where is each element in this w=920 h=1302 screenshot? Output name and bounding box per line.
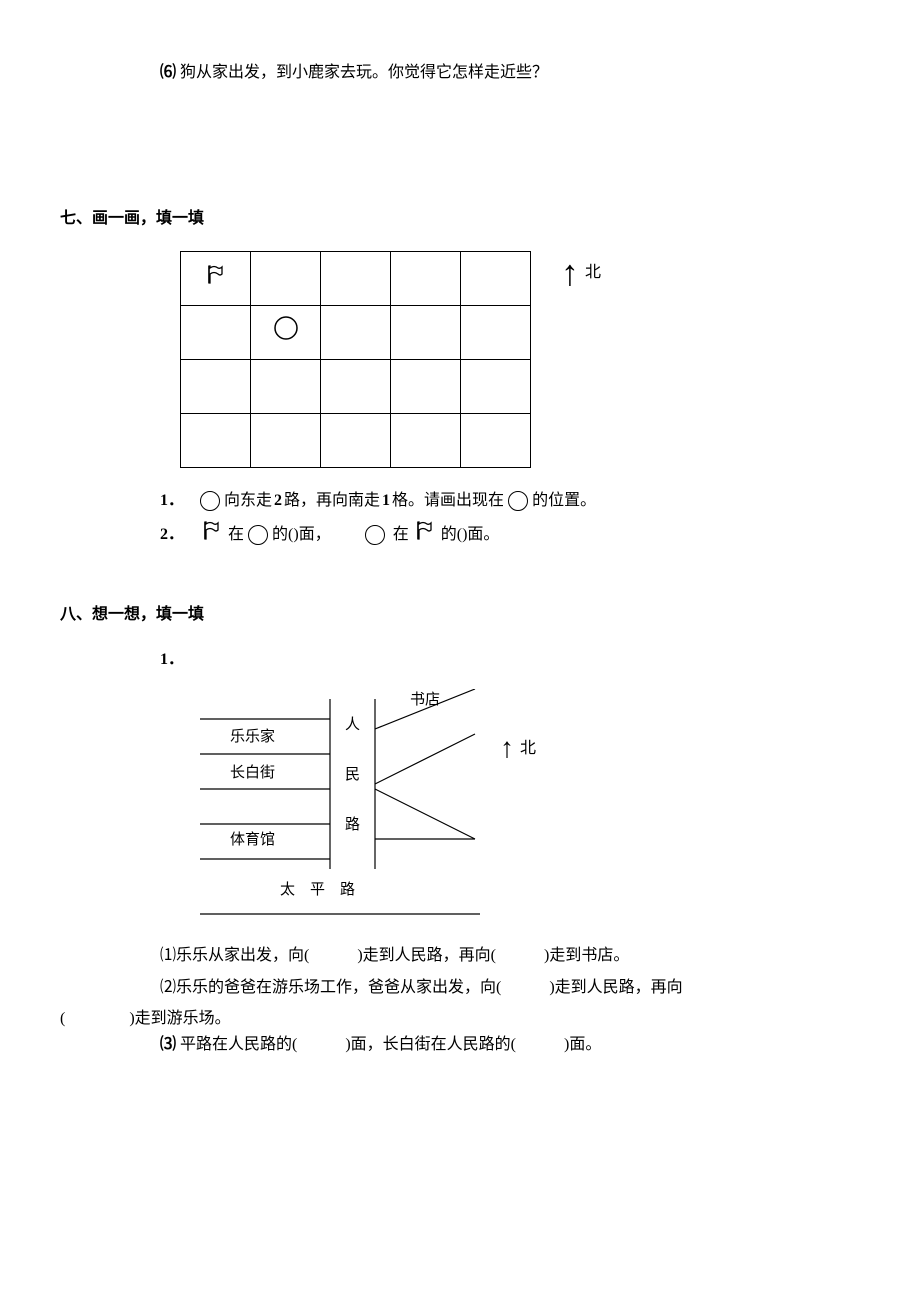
grid-cell — [181, 306, 251, 360]
section-7-heading: 七、画一画，填一填 — [60, 206, 860, 232]
q7-2-seg: 的( — [272, 522, 293, 548]
q8-p3: ⑶ 平路在人民路的( )面，长白街在人民路的( )面。 — [160, 1032, 860, 1058]
q7-2-num: 2． — [160, 522, 184, 548]
grid-cell — [181, 360, 251, 414]
circle-icon — [273, 315, 299, 341]
q7-1-seg: 向东走 — [224, 488, 272, 514]
section-8: 八、想一想，填一填 1． 乐乐家 长白街 体育馆 人 民 — [60, 602, 860, 1058]
grid-cell — [391, 414, 461, 468]
grid-cell — [461, 360, 531, 414]
north-indicator: ↑ 北 — [561, 255, 601, 291]
q8-p2b: ( )走到游乐场。 — [60, 1006, 860, 1032]
map-label-changbai: 长白街 — [230, 764, 275, 781]
grid-cell — [321, 360, 391, 414]
grid-wrapper: ↑ 北 — [180, 251, 860, 468]
q7-1-seg: 的位置。 — [532, 488, 596, 514]
q7-2-seg: )面。 — [462, 522, 499, 548]
q7-1-seg: 路，再向南走 — [284, 488, 380, 514]
q8-questions: ⑴乐乐从家出发，向( )走到人民路，再向( )走到书店。 ⑵乐乐的爸爸在游乐场工… — [160, 943, 860, 1000]
grid-table — [180, 251, 531, 468]
map-label-tiyuguan: 体育馆 — [230, 831, 275, 848]
circle-icon — [508, 491, 528, 511]
q7-item-1: 1． 向东走 2 路，再向南走 1 格。请画出现在 的位置。 — [160, 488, 860, 514]
circle-icon — [365, 525, 385, 545]
north-label: 北 — [585, 260, 601, 286]
q8-p1: ⑴乐乐从家出发，向( )走到人民路，再向( )走到书店。 — [160, 943, 860, 969]
q7-1-num: 1． — [160, 488, 184, 514]
map-wrapper: 乐乐家 长白街 体育馆 人 民 路 书店 太 平 路 ↑ 北 — [180, 689, 860, 919]
map-north-indicator: ↑ 北 — [500, 735, 536, 763]
grid-cell — [461, 414, 531, 468]
map-label-lele: 乐乐家 — [230, 728, 275, 745]
grid-cell — [321, 252, 391, 306]
grid-cell — [251, 414, 321, 468]
map-label-min: 民 — [345, 767, 360, 783]
section-8-heading: 八、想一想，填一填 — [60, 602, 860, 628]
arrow-up-icon: ↑ — [561, 255, 579, 291]
grid-cell — [251, 360, 321, 414]
flag-icon — [204, 262, 228, 286]
grid-cell — [321, 306, 391, 360]
q7-2-seg: 的( — [441, 522, 462, 548]
circle-icon — [248, 525, 268, 545]
q7-list: 1． 向东走 2 路，再向南走 1 格。请画出现在 的位置。 2． 在 的( )… — [160, 488, 860, 552]
grid-cell — [251, 306, 321, 360]
map-label-shudian: 书店 — [410, 691, 440, 708]
q7-1-seg: 格。请画出现在 — [392, 488, 504, 514]
grid-cell — [461, 252, 531, 306]
grid-cell — [391, 360, 461, 414]
grid-cell — [391, 306, 461, 360]
flag-icon — [200, 518, 224, 552]
grid-cell — [391, 252, 461, 306]
q6-number: ⑹ — [160, 64, 176, 81]
arrow-up-icon: ↑ — [500, 735, 514, 763]
q7-2-seg: )面， — [293, 522, 330, 548]
q7-2-seg: 在 — [393, 522, 409, 548]
map-label-taiping: 太 平 路 — [280, 881, 355, 898]
grid-cell — [461, 306, 531, 360]
grid-cell — [181, 252, 251, 306]
grid-cell — [251, 252, 321, 306]
q8-p3-text: 平路在人民路的( )面，长白街在人民路的( )面。 — [180, 1036, 601, 1053]
q6-text: 狗从家出发，到小鹿家去玩。你觉得它怎样走近些？ — [180, 64, 548, 81]
map-label-ren: 人 — [345, 716, 360, 733]
question-6: ⑹ 狗从家出发，到小鹿家去玩。你觉得它怎样走近些？ — [160, 60, 860, 86]
grid-cell — [321, 414, 391, 468]
map-north-label: 北 — [520, 736, 536, 762]
q8-number-1: 1． — [160, 647, 860, 673]
q7-1-seg: 2 — [274, 488, 282, 514]
q8-p2: ⑵乐乐的爸爸在游乐场工作，爸爸从家出发，向( )走到人民路，再向 — [160, 975, 860, 1001]
q7-1-seg: 1 — [382, 488, 390, 514]
q7-2-seg: 在 — [228, 522, 244, 548]
map-label-lu: 路 — [345, 816, 360, 833]
circle-icon — [200, 491, 220, 511]
flag-icon — [413, 518, 437, 552]
q8-p3-num: ⑶ — [160, 1036, 176, 1053]
map-diagram: 乐乐家 长白街 体育馆 人 民 路 书店 太 平 路 — [180, 689, 480, 919]
grid-cell — [181, 414, 251, 468]
q7-item-2: 2． 在 的( )面， 在 的( )面。 — [160, 518, 860, 552]
